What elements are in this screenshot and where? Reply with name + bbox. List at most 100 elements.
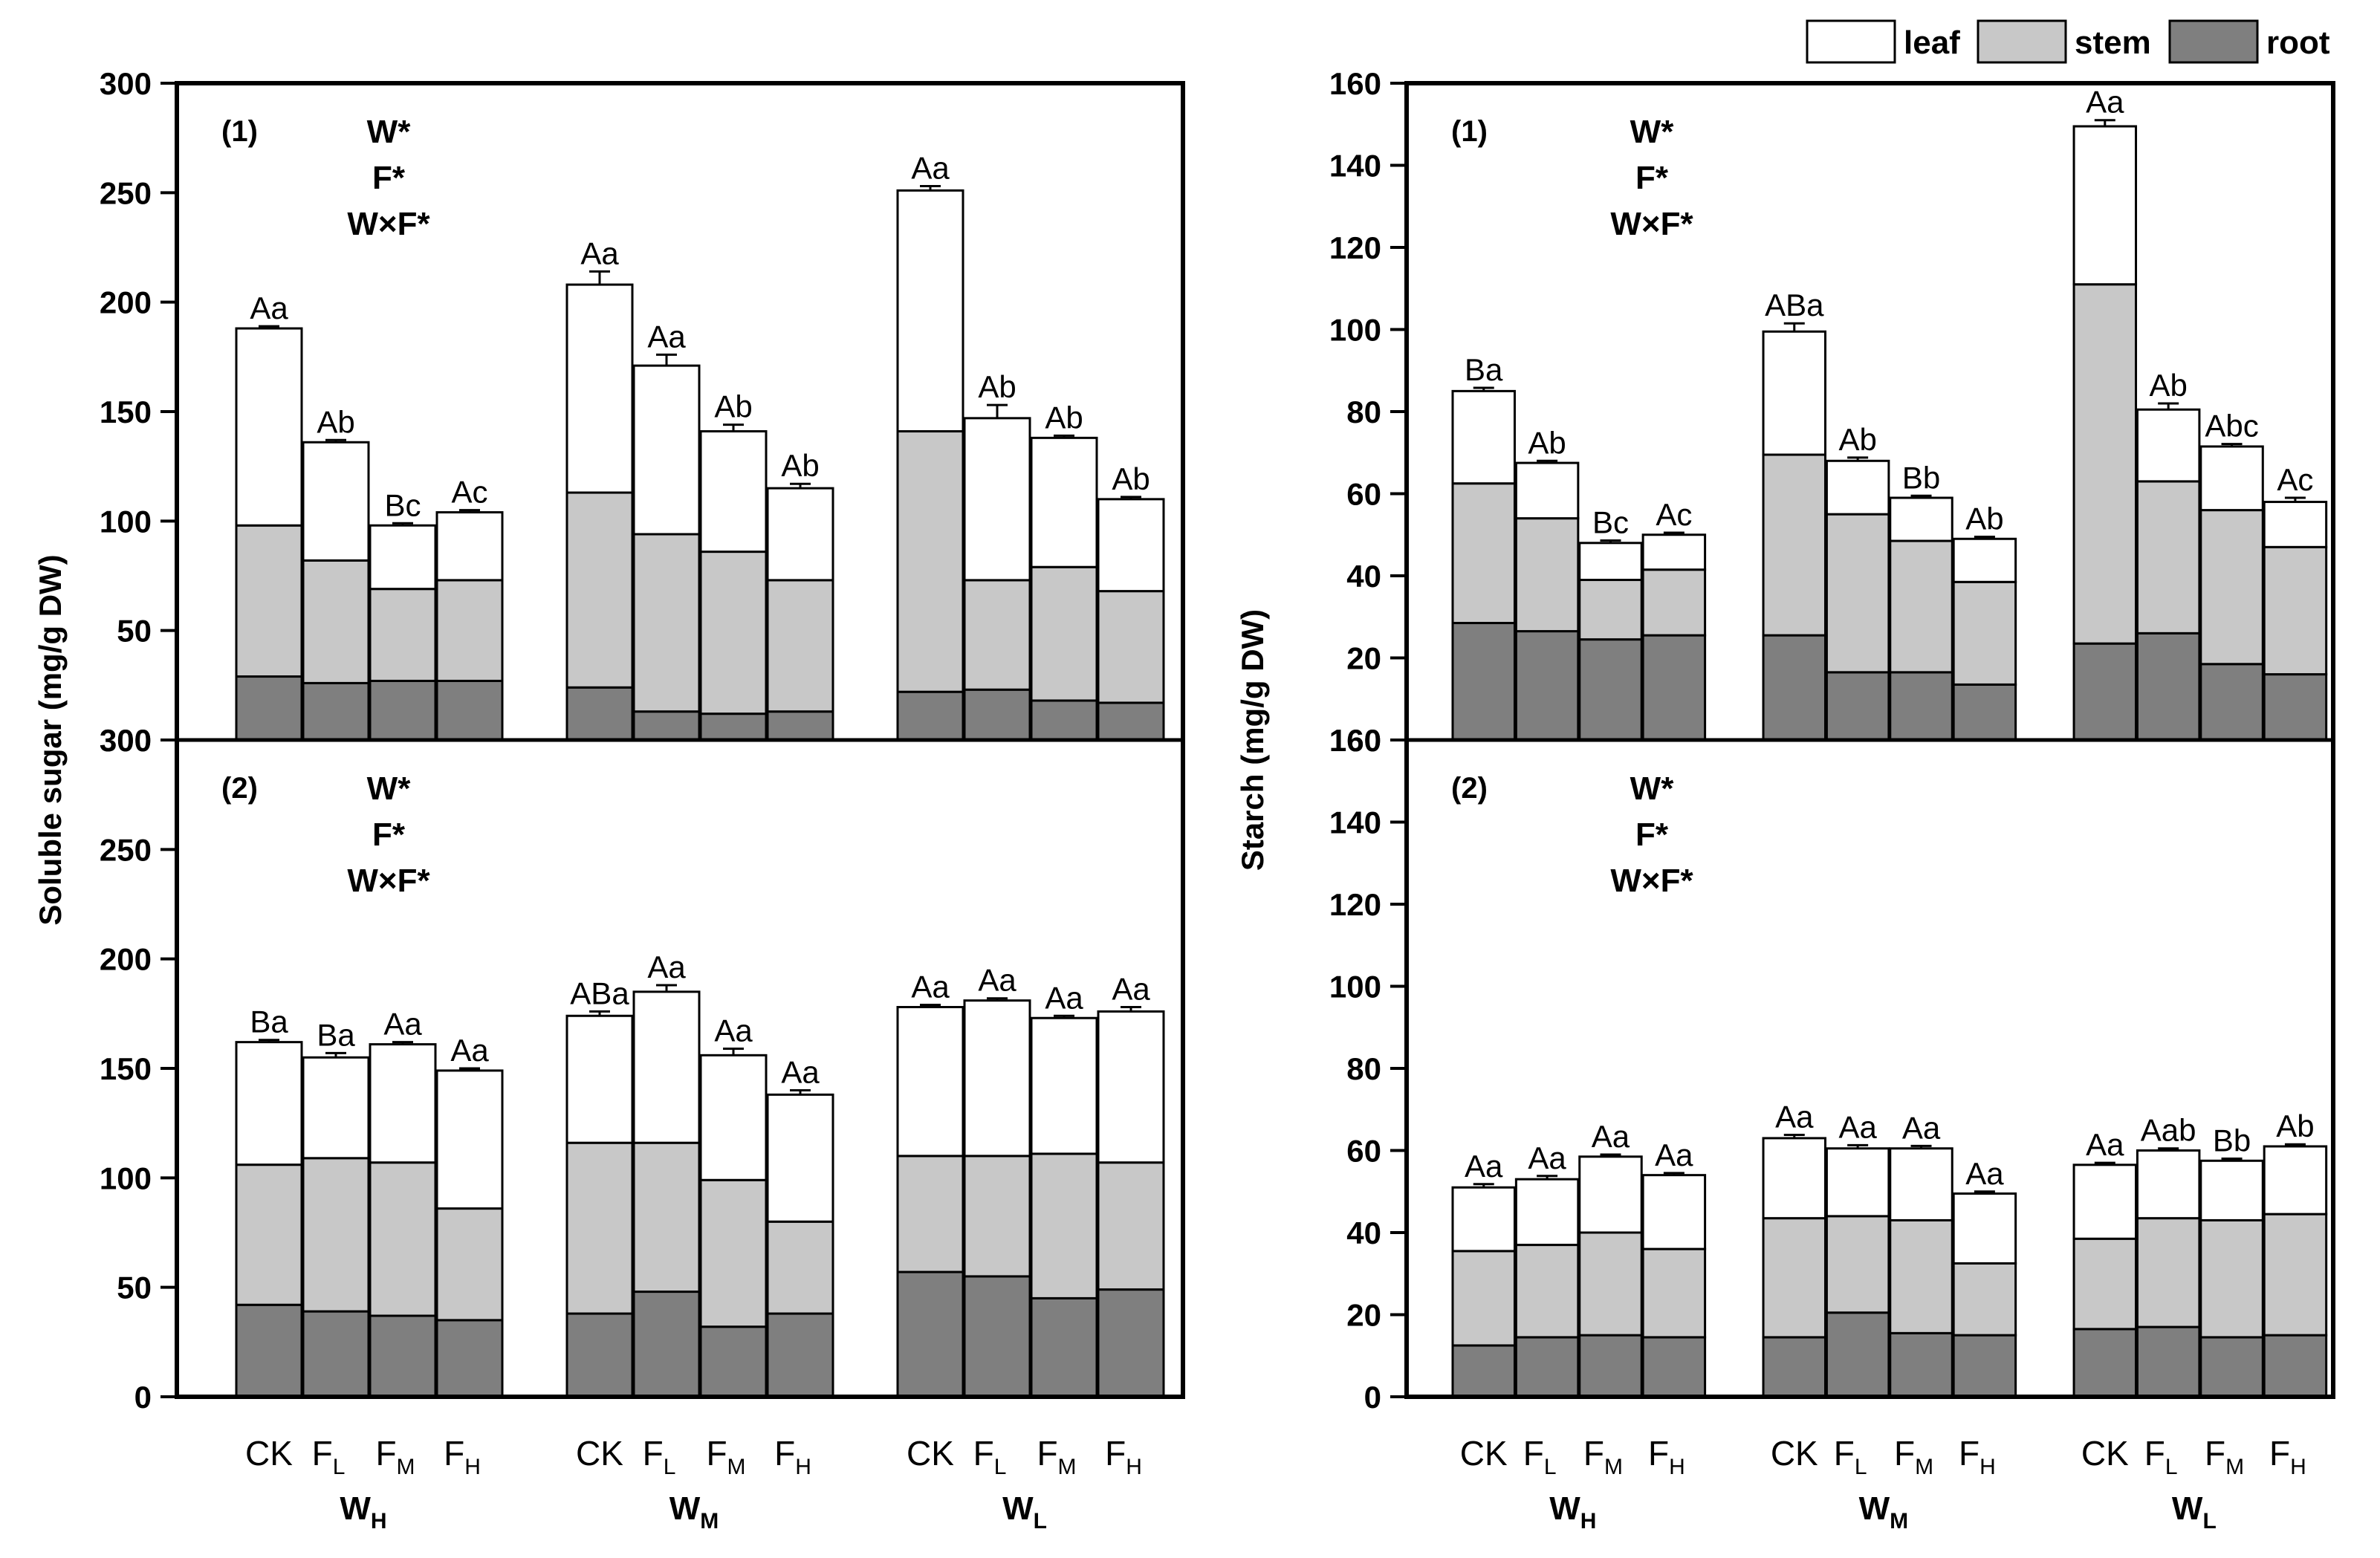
leaf-segment bbox=[766, 487, 834, 582]
leaf-letter-label: Ab bbox=[1045, 400, 1083, 435]
category-label: FH bbox=[2269, 1434, 2306, 1479]
category-label: FH bbox=[1105, 1434, 1142, 1479]
leaf-error-bar bbox=[656, 353, 677, 366]
bar-WH-CK: AaBaBa bbox=[1451, 352, 1516, 741]
bar-WM-FM: CbAabAb bbox=[699, 389, 768, 741]
leaf-error-bar bbox=[325, 1051, 346, 1058]
bar-WM-FM: AaAbcAa bbox=[699, 1013, 768, 1398]
root-segment bbox=[1889, 1331, 1953, 1398]
stem-segment bbox=[2136, 1217, 2201, 1328]
leaf-error-bar bbox=[589, 270, 610, 285]
group-WM: BaAaABaAaAabAaAaAbcAaAaAbAa bbox=[565, 950, 834, 1398]
leaf-segment bbox=[699, 430, 768, 554]
bar-WM-FH: BbAbAb bbox=[766, 448, 834, 741]
leaf-error-bar bbox=[723, 423, 744, 432]
panel-label: (1) bbox=[221, 115, 258, 148]
root-segment bbox=[699, 713, 768, 741]
category-label: FM bbox=[1894, 1434, 1933, 1479]
bar-WM-FM: BbAbBb bbox=[1889, 460, 1953, 741]
stem-segment bbox=[565, 491, 634, 689]
y-tick-label: 60 bbox=[1346, 1134, 1381, 1169]
group-WH: BaABaBaBaAaBaAaAaAaAaAaAa bbox=[235, 1004, 504, 1398]
leaf-segment bbox=[2136, 1149, 2201, 1220]
leaf-error-bar bbox=[392, 522, 413, 526]
group-label: WH bbox=[1549, 1490, 1596, 1533]
category-label: FM bbox=[1037, 1434, 1076, 1479]
y-tick-label: 300 bbox=[100, 66, 152, 101]
stem-segment bbox=[1514, 517, 1580, 633]
stem-segment bbox=[2263, 545, 2328, 676]
y-tick-label: 80 bbox=[1346, 395, 1381, 429]
stem-segment bbox=[1514, 1244, 1580, 1339]
leaf-letter-label: Ab bbox=[1112, 461, 1150, 496]
leaf-error-bar bbox=[1473, 1183, 1494, 1188]
leaf-letter-label: Bb bbox=[2213, 1123, 2251, 1158]
bar-WH-FL: AaBbAb bbox=[302, 404, 370, 741]
category-label: CK bbox=[576, 1434, 623, 1473]
panel-2: 300250200150100500(2)W*F*W×F*BaABaBaBaAa… bbox=[100, 723, 1165, 1415]
group-WL: AabAaAaAaAbAbBcAbAbcBbcAbAc bbox=[2072, 85, 2328, 741]
leaf-letter-label: Aa bbox=[1902, 1110, 1941, 1145]
group-label: WH bbox=[340, 1490, 386, 1533]
leaf-letter-label: Aa bbox=[2086, 85, 2124, 120]
leaf-segment bbox=[632, 990, 701, 1144]
stem-segment bbox=[2136, 480, 2201, 634]
bar-WH-CK: AaCaAa bbox=[235, 290, 303, 741]
leaf-segment bbox=[435, 511, 504, 582]
leaf-error-bar bbox=[1910, 1144, 1932, 1149]
panel-1: 30025020015010050300(1)W*F*W×F*AaCaAaAaB… bbox=[100, 66, 1165, 758]
category-label: CK bbox=[907, 1434, 954, 1473]
group-WL: AaBaAaAabAaAaAbAaAaAabAaAa bbox=[896, 963, 1165, 1398]
panel-label: (2) bbox=[1451, 772, 1488, 805]
leaf-error-bar bbox=[392, 1041, 413, 1045]
bar-WL-FH: BcAbAb bbox=[1097, 461, 1165, 741]
y-tick-label: 150 bbox=[100, 1051, 152, 1086]
group-WH: AaAaAaAaAaAaAaAaAaAaABaAa bbox=[1451, 1119, 1707, 1398]
bar-WL-FH: BbcAbAc bbox=[2263, 462, 2328, 741]
leaf-segment bbox=[1952, 537, 2017, 583]
stem-segment bbox=[766, 579, 834, 713]
y-tick-label: 100 bbox=[100, 1161, 152, 1195]
leaf-error-bar bbox=[1121, 1005, 1141, 1012]
leaf-segment bbox=[235, 1041, 303, 1166]
stat-line: W* bbox=[1630, 770, 1675, 807]
stem-segment bbox=[1097, 1161, 1165, 1291]
leaf-error-bar bbox=[1783, 322, 1805, 332]
root-segment bbox=[435, 679, 504, 741]
leaf-letter-label: Bc bbox=[1592, 504, 1629, 539]
leaf-error-bar bbox=[1537, 459, 1558, 464]
leaf-segment bbox=[896, 189, 964, 433]
stem-segment bbox=[766, 1220, 834, 1315]
leaf-error-bar bbox=[1600, 1153, 1621, 1157]
root-segment bbox=[1578, 1334, 1643, 1398]
root-segment bbox=[235, 1303, 303, 1398]
root-segment bbox=[1451, 1344, 1516, 1398]
leaf-segment bbox=[2263, 501, 2328, 548]
leaf-error-bar bbox=[1663, 531, 1685, 535]
leaf-letter-label: Ab bbox=[1838, 422, 1876, 457]
legend-swatch-root bbox=[2168, 19, 2259, 64]
stem-segment bbox=[565, 1141, 634, 1315]
leaf-segment bbox=[1030, 1016, 1098, 1155]
leaf-letter-label: ABa bbox=[1765, 288, 1824, 322]
y-tick-label: 40 bbox=[1346, 1215, 1381, 1250]
bar-WL-FH: AabAaAa bbox=[1097, 971, 1165, 1398]
leaf-letter-label: Aa bbox=[911, 150, 950, 185]
bar-WM-CK: AaBaABa bbox=[1762, 288, 1827, 741]
root-segment bbox=[1097, 1288, 1165, 1398]
root-segment bbox=[1451, 622, 1516, 741]
leaf-letter-label: Aa bbox=[714, 1013, 753, 1048]
stem-segment bbox=[1762, 453, 1827, 637]
bar-WM-FH: AaAbAa bbox=[766, 1054, 834, 1398]
stem-segment bbox=[1451, 482, 1516, 625]
leaf-error-bar bbox=[459, 509, 480, 513]
stem-segment bbox=[1952, 1262, 2017, 1337]
